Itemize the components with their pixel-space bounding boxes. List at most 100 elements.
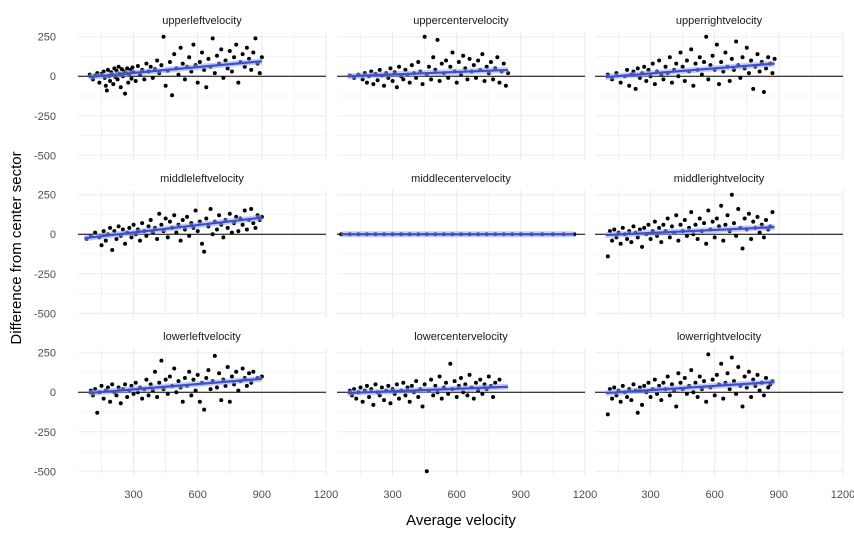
data-point: [111, 82, 116, 87]
data-point: [206, 368, 211, 373]
data-point: [172, 52, 177, 57]
data-point: [704, 241, 709, 246]
y-tick-label: -250: [34, 269, 56, 281]
data-point: [176, 379, 181, 384]
data-point: [749, 394, 754, 399]
data-point: [736, 364, 741, 369]
data-point: [652, 219, 657, 224]
data-point: [146, 393, 151, 398]
data-point: [219, 47, 224, 52]
trend-line: [347, 68, 509, 78]
data-point: [751, 86, 756, 91]
trend-line: [88, 377, 262, 395]
trend-line: [605, 62, 775, 79]
data-point: [439, 61, 444, 66]
data-point: [163, 377, 168, 382]
data-point: [155, 236, 160, 241]
data-point: [702, 221, 707, 226]
x-tick-label: 900: [253, 489, 271, 501]
data-point: [178, 238, 183, 243]
data-point: [247, 371, 252, 376]
data-point: [480, 52, 485, 57]
facet-title: lowerrightvelocity: [677, 331, 762, 343]
data-point: [605, 254, 610, 259]
x-tick-label: 1200: [573, 489, 597, 501]
data-point: [648, 394, 653, 399]
data-point: [253, 36, 258, 41]
data-point: [465, 393, 470, 398]
data-point: [227, 211, 232, 216]
data-point: [676, 371, 681, 376]
data-point: [249, 67, 254, 72]
data-point: [170, 93, 175, 98]
data-point: [697, 216, 702, 221]
data-point: [105, 67, 110, 72]
data-point: [725, 213, 730, 218]
data-point: [644, 78, 649, 83]
data-point: [95, 410, 100, 415]
data-point: [229, 69, 234, 74]
data-point: [665, 216, 670, 221]
data-point: [200, 241, 204, 246]
data-point: [719, 60, 724, 65]
y-tick-label: -500: [34, 308, 56, 320]
data-point: [618, 80, 623, 85]
data-point: [367, 394, 372, 399]
y-tick-label: 0: [50, 387, 56, 399]
data-point: [123, 382, 128, 387]
data-point: [693, 380, 698, 385]
data-point: [259, 55, 264, 60]
facet-panel: lowerleftvelocity 250 0 -250 -500 300 600 900 12…: [34, 331, 338, 501]
x-tick-label: 600: [706, 489, 724, 501]
data-point: [497, 80, 502, 85]
data-point: [610, 396, 615, 401]
data-point: [225, 225, 230, 230]
data-point: [409, 63, 414, 68]
data-point: [749, 236, 754, 241]
data-point: [227, 48, 232, 53]
data-point: [358, 385, 363, 390]
data-point: [682, 376, 687, 381]
data-point: [746, 71, 751, 76]
data-point: [99, 383, 104, 388]
data-point: [426, 64, 431, 69]
data-point: [150, 75, 155, 80]
data-point: [174, 230, 179, 235]
data-point: [123, 91, 128, 96]
data-point: [382, 398, 387, 403]
y-tick-label: 0: [50, 71, 56, 83]
data-point: [695, 236, 700, 241]
data-point: [144, 377, 149, 382]
data-point: [450, 50, 455, 55]
data-point: [697, 55, 702, 60]
data-point: [695, 394, 700, 399]
data-point: [108, 399, 113, 404]
data-point: [167, 60, 172, 65]
data-point: [676, 238, 681, 243]
data-point: [706, 208, 711, 213]
x-tick-label: 300: [124, 489, 142, 501]
data-point: [465, 77, 470, 82]
data-point: [740, 246, 745, 251]
data-point: [448, 361, 453, 366]
data-point: [770, 210, 775, 215]
data-point: [232, 55, 237, 60]
data-point: [704, 399, 709, 404]
data-point: [625, 67, 630, 72]
data-point: [486, 374, 491, 379]
data-point: [642, 64, 647, 69]
data-point: [416, 394, 421, 399]
data-point: [669, 382, 674, 387]
data-point: [755, 52, 760, 57]
data-point: [195, 372, 200, 377]
data-point: [375, 78, 380, 83]
data-point: [409, 383, 414, 388]
data-point: [437, 78, 442, 83]
data-point: [251, 221, 256, 226]
trend-line: [347, 385, 509, 395]
data-point: [217, 371, 222, 376]
data-point: [674, 61, 679, 66]
data-point: [471, 396, 476, 401]
y-tick-label: 250: [38, 190, 56, 202]
data-point: [702, 379, 707, 384]
